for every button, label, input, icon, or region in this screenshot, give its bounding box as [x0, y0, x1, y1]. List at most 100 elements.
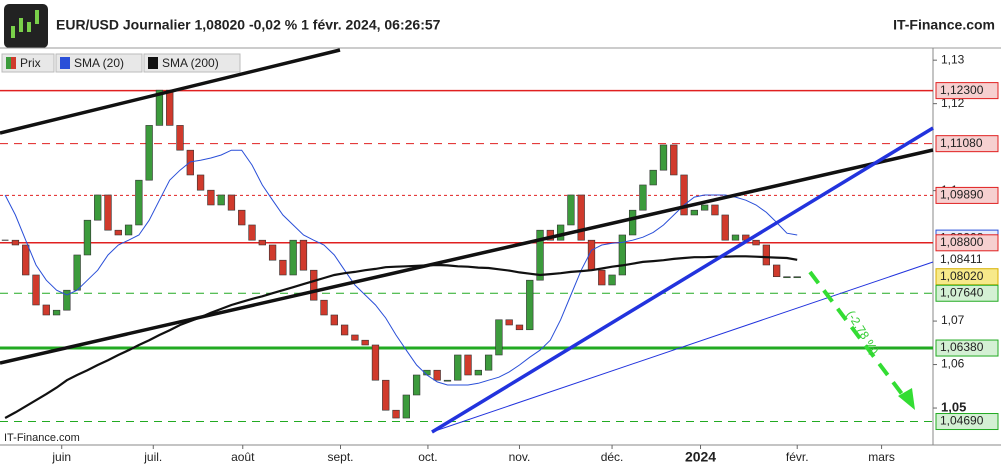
x-tick-label: févr.: [786, 450, 809, 464]
x-tick-label: juil.: [143, 450, 162, 464]
candle: [42, 304, 50, 316]
level-label: 1,08020: [940, 269, 984, 283]
candle: [196, 174, 205, 191]
candle: [340, 324, 349, 336]
candle: [392, 409, 400, 419]
candle: [382, 379, 390, 411]
candle: [443, 379, 452, 382]
candle: [598, 269, 606, 286]
candle: [793, 276, 801, 279]
level-label: 1,09890: [940, 188, 984, 202]
candle: [258, 239, 266, 246]
y-tick-label: 1,06: [941, 357, 965, 371]
candle: [639, 184, 647, 211]
candle: [248, 224, 256, 241]
legend: Prix SMA (20) SMA (200): [1, 53, 241, 73]
y-tick-label: 1,13: [941, 52, 965, 66]
candle: [618, 234, 626, 276]
candle: [22, 244, 30, 276]
x-tick-label: août: [231, 450, 255, 464]
candle: [772, 264, 781, 278]
candle: [361, 339, 369, 346]
candle: [155, 89, 164, 126]
candle: [567, 194, 575, 226]
level-box: [935, 284, 999, 302]
title: EUR/USD Journalier 1,08020 -0,02 % 1 fév…: [56, 17, 441, 33]
level-box: [935, 339, 999, 357]
legend-item: [143, 53, 241, 73]
sma-line: [4, 255, 798, 419]
candle: [11, 239, 20, 246]
candle: [135, 179, 143, 226]
level-box: [935, 82, 999, 100]
candle: [721, 214, 729, 241]
trend-lines: [0, 48, 934, 434]
candle: [464, 354, 472, 376]
candle: [310, 269, 318, 301]
level-box: [935, 268, 999, 286]
y-tick-label: 1,07: [941, 313, 965, 327]
level-label: 1,11080: [940, 136, 983, 150]
legend-swatch: [6, 57, 11, 69]
legend-item: [55, 53, 143, 73]
brand: IT-Finance.com: [893, 17, 995, 33]
candle: [83, 219, 92, 256]
legend-swatch: [60, 57, 70, 69]
candle: [94, 194, 102, 221]
candle: [52, 309, 61, 316]
candle: [238, 209, 246, 226]
candle: [690, 209, 698, 216]
candle: [114, 229, 122, 236]
candle: [207, 189, 215, 206]
legend-swatch: [11, 57, 16, 69]
candle: [556, 224, 565, 241]
candle: [186, 149, 194, 176]
candle: [371, 344, 380, 381]
x-tick-label: sept.: [327, 450, 353, 464]
level-box: [935, 234, 999, 252]
x-tick-label: juin: [51, 450, 71, 464]
candle: [711, 204, 719, 216]
candle: [402, 394, 410, 419]
plot: [0, 59, 937, 449]
candle: [515, 324, 524, 331]
candle: [495, 319, 503, 356]
watermark: IT-Finance.com: [4, 432, 80, 444]
candle: [526, 279, 534, 331]
candle: [330, 314, 338, 326]
candle: [484, 354, 493, 371]
candle: [433, 369, 441, 381]
candle: [145, 125, 153, 181]
candle: [649, 169, 657, 186]
x-tick-label: nov.: [509, 450, 531, 464]
level-label: 1,08800: [940, 235, 984, 249]
candle: [299, 239, 308, 271]
x-tick-label: déc.: [601, 450, 624, 464]
level-box: [935, 186, 999, 204]
x-tick-label: mars: [868, 450, 895, 464]
candle: [752, 239, 760, 246]
candle: [104, 194, 112, 231]
legend-label: Prix: [20, 56, 41, 70]
candle: [536, 229, 544, 281]
app-icon: [4, 4, 48, 48]
candle: [73, 254, 81, 291]
candle: [628, 209, 637, 236]
legend-swatch: [148, 57, 158, 69]
x-tick-label: oct.: [418, 450, 437, 464]
candle: [608, 274, 616, 286]
candle: [124, 224, 133, 236]
level-label: 1,06380: [940, 340, 984, 354]
candle: [268, 244, 277, 261]
candle: [320, 299, 328, 316]
level-box: [935, 135, 999, 153]
candle: [32, 274, 40, 306]
candle: [227, 194, 236, 211]
candle: [412, 374, 421, 396]
candle: [505, 319, 513, 326]
level-label: 1,08411: [940, 252, 983, 266]
candle: [670, 144, 678, 176]
level-label: 1,04690: [940, 414, 984, 428]
candle: [680, 174, 688, 216]
